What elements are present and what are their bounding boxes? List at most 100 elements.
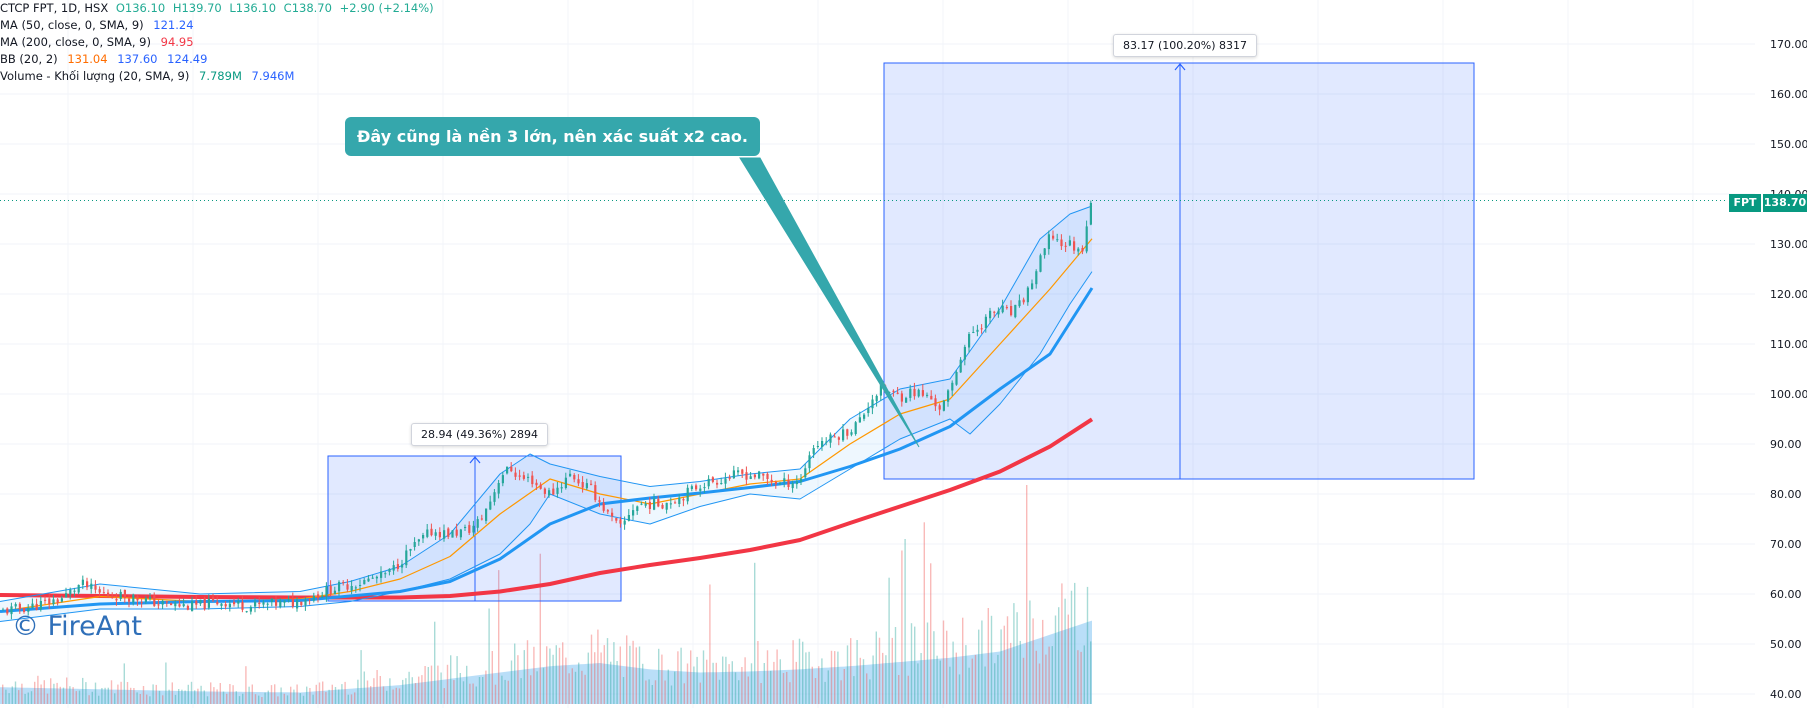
volume-bar	[552, 654, 554, 704]
volume-bar	[744, 657, 746, 704]
volume-bar	[219, 683, 221, 704]
candle-body	[917, 389, 920, 397]
y-tick-label: 100.00	[1770, 388, 1807, 401]
fireant-watermark: © FireAnt	[12, 611, 142, 642]
candle-body	[480, 518, 483, 520]
volume-bar	[808, 651, 810, 704]
volume-bar	[840, 680, 842, 704]
candle-body	[623, 520, 626, 525]
measurement-label-2[interactable]: 83.17 (100.20%) 8317	[1113, 34, 1258, 57]
volume-bar	[98, 695, 100, 704]
candle-body	[707, 478, 710, 487]
volume-bar	[338, 689, 340, 704]
legend-ma200-row[interactable]: MA (200, close, 0, SMA, 9) 94.95	[0, 34, 434, 51]
candle-body	[81, 579, 84, 585]
candle-body	[245, 611, 248, 613]
volume-bar	[1000, 629, 1002, 704]
volume-bar	[549, 648, 551, 704]
volume-bar	[738, 680, 740, 704]
series-line-bb-lower	[0, 271, 1093, 622]
volume-bar	[578, 662, 580, 704]
legend-volume-row[interactable]: Volume - Khối lượng (20, SMA, 9) 7.789M …	[0, 68, 434, 85]
candle-body	[753, 474, 756, 478]
volume-bar	[882, 652, 884, 704]
price-axis[interactable]: 40.00 50.00 60.00 70.00 80.00 90.00 100.00 110.…	[1770, 0, 1807, 701]
candle-body	[354, 587, 357, 589]
bollinger-fill	[0, 206, 1092, 622]
volume-bar	[619, 646, 621, 704]
volume-bar	[574, 671, 577, 704]
candle-body	[972, 332, 975, 333]
candle-body	[951, 382, 954, 391]
volume-bar	[386, 690, 388, 704]
callout-pointer	[739, 157, 920, 448]
candle-body	[1060, 239, 1063, 247]
volume-bar	[88, 695, 90, 704]
candle-body	[1022, 299, 1025, 303]
candle-body	[346, 584, 349, 590]
volume-bar	[171, 682, 173, 704]
candle-body	[144, 598, 147, 602]
candle-body	[401, 564, 404, 568]
candle-body	[367, 578, 370, 582]
volume-bar	[795, 661, 797, 704]
candle-body	[648, 501, 651, 509]
candle-body	[27, 607, 30, 612]
candle-body	[816, 446, 819, 447]
measurement-label-1[interactable]: 28.94 (49.36%) 2894	[411, 423, 549, 446]
candle-body	[94, 585, 97, 590]
volume-bar	[34, 681, 36, 704]
volume-bar	[770, 670, 772, 704]
legend-ma200-label: MA (200, close, 0, SMA, 9)	[0, 35, 151, 49]
candle-body	[23, 607, 26, 612]
legend-bb-upper: 137.60	[117, 52, 158, 66]
candle-body	[690, 486, 693, 489]
volume-bar	[440, 672, 442, 704]
volume-bar	[382, 686, 385, 704]
candle-body	[1005, 307, 1008, 309]
callout-note[interactable]: Đây cũng là nền 3 lớn, nên xác suất x2 c…	[345, 117, 760, 156]
legend-ma50-row[interactable]: MA (50, close, 0, SMA, 9) 121.24	[0, 17, 434, 34]
candle-body	[312, 595, 315, 601]
volume-bar	[763, 663, 765, 704]
volume-bar	[200, 685, 202, 704]
volume-bar	[466, 665, 468, 704]
candle-body	[69, 589, 72, 595]
volume-bar	[1083, 645, 1085, 704]
volume-bar	[936, 655, 938, 704]
volume-layer	[0, 485, 1092, 704]
candle-body	[552, 488, 555, 495]
candle-body	[674, 502, 677, 504]
volume-bar	[238, 696, 241, 704]
candle-body	[422, 535, 425, 539]
volume-bar	[146, 694, 148, 704]
volume-bar	[821, 658, 823, 704]
volume-bar	[587, 652, 589, 704]
volume-bar	[462, 681, 465, 704]
candle-body	[485, 508, 488, 521]
volume-bar	[315, 684, 317, 704]
candle-body	[657, 499, 660, 507]
volume-bar	[1090, 641, 1092, 704]
volume-bar	[402, 679, 404, 704]
volume-bar	[1026, 485, 1028, 704]
candle-body	[333, 590, 336, 595]
candle-body	[476, 519, 479, 528]
candle-body	[380, 571, 383, 578]
volume-bar	[117, 684, 119, 704]
legend-bb-row[interactable]: BB (20, 2) 131.04 137.60 124.49	[0, 51, 434, 68]
volume-bar	[507, 680, 509, 704]
candle-body	[766, 473, 769, 479]
legend-main-row[interactable]: CTCP FPT, 1D, HSX O136.10 H139.70 L136.1…	[0, 0, 434, 17]
volume-bar	[267, 690, 269, 704]
candle-body	[14, 604, 17, 607]
volume-bar	[488, 608, 490, 704]
candle-body	[417, 539, 420, 542]
volume-bar	[914, 626, 916, 704]
candle-body	[174, 603, 177, 607]
candle-body	[1073, 241, 1076, 251]
candle-body	[237, 601, 240, 604]
volume-bar	[1019, 640, 1021, 704]
